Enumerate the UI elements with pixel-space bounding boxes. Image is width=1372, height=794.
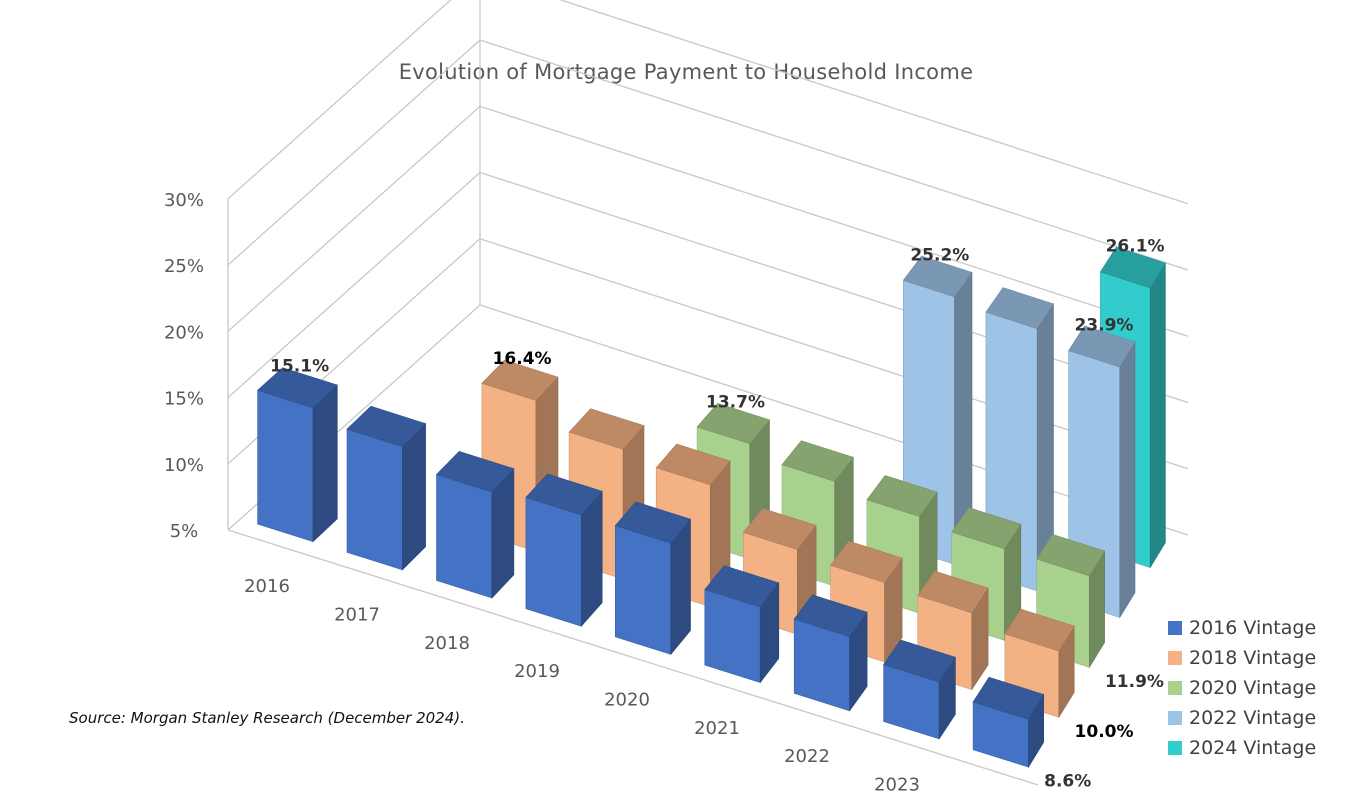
bar-top-face	[972, 676, 1045, 720]
bar	[346, 405, 427, 571]
bar-side-face	[1119, 341, 1136, 619]
bar	[972, 676, 1045, 769]
x-tick-label: 2016	[244, 576, 290, 597]
x-axis-labels: 201620172018201920202021202220232024	[244, 576, 920, 794]
gridline	[227, 39, 1189, 271]
legend-item: 2018 Vintage	[1168, 643, 1368, 673]
legend-item: 2022 Vintage	[1168, 703, 1368, 733]
bar-top-face	[1068, 325, 1136, 368]
bar-top-face	[1036, 534, 1106, 577]
bar-top-face	[830, 540, 903, 583]
bar-top-face	[696, 402, 771, 445]
floor-edge-front	[227, 529, 1039, 786]
bar-top-face	[346, 405, 427, 447]
legend-swatch	[1168, 681, 1182, 695]
bar-top-face	[866, 475, 938, 517]
data-labels: 15.1% 16.4% 13.7% 25.2% 23.9% 26.1% 8.6% 10.0% 1…	[270, 237, 1164, 792]
bar-front-face	[257, 389, 314, 543]
chart-legend: 2016 Vintage 2018 Vintage 2020 Vintage 2022…	[1168, 613, 1368, 763]
x-tick-label: 2019	[514, 661, 560, 682]
data-label: 13.7%	[706, 392, 765, 412]
bar	[525, 473, 603, 627]
bar	[257, 367, 338, 543]
bar-top-face	[883, 639, 956, 683]
x-tick-label: 2023	[874, 775, 920, 794]
legend-item: 2016 Vintage	[1168, 613, 1368, 643]
legend-label: 2024 Vintage	[1189, 737, 1317, 759]
x-tick-label: 2018	[424, 633, 470, 654]
data-label: 23.9%	[1074, 315, 1133, 335]
legend-label: 2020 Vintage	[1189, 677, 1317, 699]
bar-top-face	[704, 565, 780, 608]
bar	[883, 639, 956, 740]
gridline	[227, 0, 1189, 205]
y-tick-label: 20%	[164, 322, 204, 343]
bar-top-face	[655, 443, 731, 486]
y-tick-label: 15%	[164, 389, 204, 410]
bar-top-face	[742, 508, 817, 550]
bar-top-face	[917, 570, 989, 614]
bar-front-face	[525, 496, 582, 627]
data-label: 8.6%	[1044, 772, 1091, 792]
bar-top-face	[614, 501, 692, 544]
bar	[614, 501, 692, 656]
data-label: 26.1%	[1106, 237, 1165, 257]
legend-label: 2016 Vintage	[1189, 617, 1317, 639]
bar-top-face	[1004, 608, 1075, 652]
x-tick-label: 2020	[604, 690, 650, 711]
data-label: 25.2%	[910, 245, 969, 265]
data-label: 11.9%	[1105, 672, 1164, 692]
bar-top-face	[781, 440, 854, 482]
bars	[257, 246, 1166, 769]
bar-top-face	[568, 408, 645, 450]
bar	[793, 594, 868, 712]
y-tick-label: 30%	[164, 190, 204, 211]
legend-swatch	[1168, 651, 1182, 665]
data-label: 10.0%	[1075, 722, 1134, 742]
bar-side-face	[1149, 261, 1166, 569]
bar-top-face	[525, 473, 603, 516]
bar-front-face	[614, 525, 672, 655]
y-tick-label: 25%	[164, 256, 204, 277]
y-tick-label: 10%	[164, 455, 204, 476]
data-label: 16.4%	[493, 349, 552, 369]
x-tick-label: 2021	[694, 718, 740, 739]
chart-title: Evolution of Mortgage Payment to Househo…	[398, 60, 974, 84]
bar-top-face	[257, 367, 338, 409]
legend-item: 2020 Vintage	[1168, 673, 1368, 703]
legend-swatch	[1168, 741, 1182, 755]
bar	[917, 570, 989, 691]
legend-item: 2024 Vintage	[1168, 733, 1368, 763]
legend-label: 2018 Vintage	[1189, 647, 1317, 669]
bar-front-face	[346, 428, 403, 571]
bar-side-face	[312, 384, 338, 543]
data-label: 15.1%	[270, 357, 329, 377]
bar-side-face	[402, 422, 426, 571]
bar	[704, 565, 780, 684]
bar-top-face	[1099, 246, 1166, 289]
legend-swatch	[1168, 711, 1182, 725]
bar-top-face	[951, 507, 1022, 550]
source-note: Source: Morgan Stanley Research (Decembe…	[69, 709, 465, 727]
x-tick-label: 2022	[784, 746, 830, 767]
bar-top-face	[902, 255, 973, 298]
bar-top-face	[481, 359, 559, 401]
bar-top-face	[985, 287, 1054, 329]
bar-top-face	[435, 451, 515, 493]
legend-swatch	[1168, 621, 1182, 635]
bar-top-face	[793, 594, 868, 637]
bar-front-face	[436, 474, 493, 599]
legend-label: 2022 Vintage	[1189, 707, 1317, 729]
x-tick-label: 2017	[334, 605, 380, 626]
bar	[435, 451, 515, 599]
y-tick-label: 5%	[170, 521, 199, 542]
y-axis-labels: 5% 10% 15% 20% 25% 30%	[164, 190, 204, 542]
